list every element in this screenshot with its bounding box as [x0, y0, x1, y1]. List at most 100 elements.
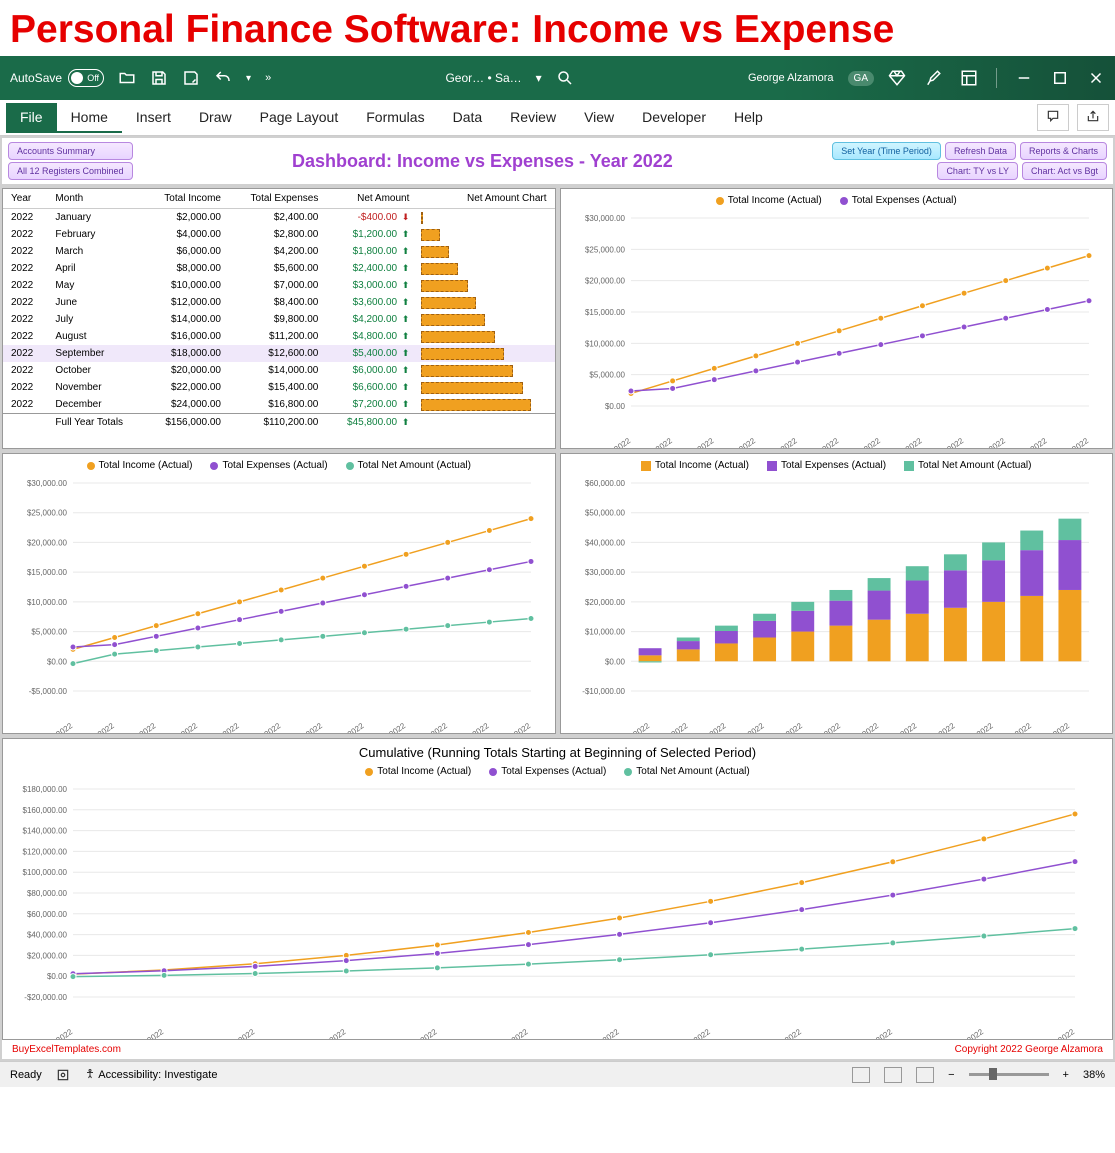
svg-text:12-2022: 12-2022 — [1041, 721, 1071, 733]
save-as-icon[interactable] — [182, 69, 200, 87]
ribbon-tab-insert[interactable]: Insert — [122, 103, 185, 133]
svg-text:05-2022: 05-2022 — [409, 1027, 439, 1039]
chevron-down-icon[interactable]: ▾ — [246, 73, 251, 84]
refresh-button[interactable]: Refresh Data — [945, 142, 1016, 160]
svg-text:10-2022: 10-2022 — [865, 1027, 895, 1039]
view-page-break-icon[interactable] — [916, 1067, 934, 1083]
brush-icon[interactable] — [924, 69, 942, 87]
svg-text:11-2022: 11-2022 — [1019, 436, 1048, 448]
table-row[interactable]: 2022February$4,000.00$2,800.00$1,200.00 — [3, 226, 555, 243]
svg-text:02-2022: 02-2022 — [87, 721, 117, 733]
open-icon[interactable] — [118, 69, 136, 87]
svg-text:01-2022: 01-2022 — [45, 1027, 75, 1039]
ribbon-tab-formulas[interactable]: Formulas — [352, 103, 438, 133]
comments-button[interactable] — [1037, 104, 1069, 131]
svg-text:06-2022: 06-2022 — [253, 721, 283, 733]
zoom-out-icon[interactable]: − — [948, 1069, 954, 1081]
undo-icon[interactable] — [214, 69, 232, 87]
ribbon-tab-developer[interactable]: Developer — [628, 103, 720, 133]
svg-text:$5,000.00: $5,000.00 — [31, 628, 67, 637]
table-row[interactable]: 2022June$12,000.00$8,400.00$3,600.00 — [3, 294, 555, 311]
svg-text:-$5,000.00: -$5,000.00 — [29, 687, 68, 696]
ribbon-tab-data[interactable]: Data — [439, 103, 497, 133]
ribbon-tab-draw[interactable]: Draw — [185, 103, 246, 133]
diamond-icon[interactable] — [888, 69, 906, 87]
search-icon[interactable] — [556, 69, 574, 87]
svg-text:09-2022: 09-2022 — [378, 721, 408, 733]
chart-stacked-bar: Total Income (Actual)Total Expenses (Act… — [560, 453, 1114, 734]
ribbon-tab-review[interactable]: Review — [496, 103, 570, 133]
svg-text:05-2022: 05-2022 — [774, 721, 804, 733]
view-normal-icon[interactable] — [852, 1067, 870, 1083]
autosave-toggle[interactable]: AutoSave Off — [10, 69, 104, 87]
dashboard-header: Accounts Summary All 12 Registers Combin… — [2, 138, 1113, 184]
ribbon-tab-page-layout[interactable]: Page Layout — [246, 103, 353, 133]
zoom-in-icon[interactable]: + — [1063, 1069, 1069, 1081]
svg-text:03-2022: 03-2022 — [698, 721, 728, 733]
user-name[interactable]: George Alzamora — [748, 72, 834, 84]
ribbon-tab-view[interactable]: View — [570, 103, 628, 133]
svg-text:02-2022: 02-2022 — [136, 1027, 166, 1039]
layout-icon[interactable] — [960, 69, 978, 87]
svg-text:12-2022: 12-2022 — [1060, 436, 1090, 448]
svg-text:$15,000.00: $15,000.00 — [27, 568, 68, 577]
svg-text:08-2022: 08-2022 — [683, 1027, 713, 1039]
svg-text:03-2022: 03-2022 — [686, 436, 716, 448]
table-row[interactable]: 2022December$24,000.00$16,800.00$7,200.0… — [3, 396, 555, 414]
svg-text:03-2022: 03-2022 — [227, 1027, 257, 1039]
save-icon[interactable] — [150, 69, 168, 87]
table-row[interactable]: 2022August$16,000.00$11,200.00$4,800.00 — [3, 328, 555, 345]
ribbon-tab-home[interactable]: Home — [57, 103, 122, 133]
svg-text:$30,000.00: $30,000.00 — [27, 479, 68, 488]
table-row[interactable]: 2022May$10,000.00$7,000.00$3,000.00 — [3, 277, 555, 294]
reports-button[interactable]: Reports & Charts — [1020, 142, 1107, 160]
status-ready: Ready — [10, 1069, 42, 1081]
table-row[interactable]: 2022October$20,000.00$14,000.00$6,000.00 — [3, 362, 555, 379]
svg-text:01-2022: 01-2022 — [602, 436, 632, 448]
set-year-button[interactable]: Set Year (Time Period) — [832, 142, 941, 160]
footer-copyright: Copyright 2022 George Alzamora — [955, 1044, 1103, 1055]
table-row[interactable]: 2022November$22,000.00$15,400.00$6,600.0… — [3, 379, 555, 396]
svg-text:$60,000.00: $60,000.00 — [584, 479, 625, 488]
macro-icon[interactable] — [56, 1068, 70, 1082]
ribbon-tab-file[interactable]: File — [6, 103, 57, 133]
table-row[interactable]: 2022September$18,000.00$12,600.00$5,400.… — [3, 345, 555, 362]
svg-text:$80,000.00: $80,000.00 — [27, 889, 68, 898]
chart-act-bgt-button[interactable]: Chart: Act vs Bgt — [1022, 162, 1107, 180]
svg-text:11-2022: 11-2022 — [956, 1027, 985, 1039]
all-registers-button[interactable]: All 12 Registers Combined — [8, 162, 133, 180]
zoom-level[interactable]: 38% — [1083, 1069, 1105, 1081]
svg-text:11-2022: 11-2022 — [1004, 721, 1033, 733]
view-page-layout-icon[interactable] — [884, 1067, 902, 1083]
more-icon[interactable]: » — [265, 72, 271, 84]
svg-text:$40,000.00: $40,000.00 — [27, 931, 68, 940]
minimize-icon[interactable] — [1015, 69, 1033, 87]
chart-ty-ly-button[interactable]: Chart: TY vs LY — [937, 162, 1018, 180]
accessibility-status[interactable]: Accessibility: Investigate — [84, 1068, 218, 1081]
svg-text:$160,000.00: $160,000.00 — [23, 806, 68, 815]
svg-text:04-2022: 04-2022 — [736, 721, 766, 733]
doc-name[interactable]: Geor… • Sa… — [445, 71, 521, 85]
table-row[interactable]: 2022January$2,000.00$2,400.00-$400.00 — [3, 209, 555, 227]
accounts-summary-button[interactable]: Accounts Summary — [8, 142, 133, 160]
maximize-icon[interactable] — [1051, 69, 1069, 87]
ribbon-tab-help[interactable]: Help — [720, 103, 777, 133]
table-row[interactable]: 2022March$6,000.00$4,200.00$1,800.00 — [3, 243, 555, 260]
doc-dropdown-icon[interactable]: ▾ — [536, 71, 542, 85]
user-avatar[interactable]: GA — [848, 71, 874, 86]
svg-text:04-2022: 04-2022 — [318, 1027, 348, 1039]
svg-text:06-2022: 06-2022 — [500, 1027, 530, 1039]
svg-text:07-2022: 07-2022 — [295, 721, 325, 733]
chart-income-expense: Total Income (Actual)Total Expenses (Act… — [560, 188, 1114, 449]
autosave-label: AutoSave — [10, 71, 62, 85]
svg-text:$10,000.00: $10,000.00 — [584, 628, 625, 637]
close-icon[interactable] — [1087, 69, 1105, 87]
svg-text:10-2022: 10-2022 — [965, 721, 995, 733]
table-row[interactable]: 2022July$14,000.00$9,800.00$4,200.00 — [3, 311, 555, 328]
table-row[interactable]: 2022April$8,000.00$5,600.00$2,400.00 — [3, 260, 555, 277]
svg-text:02-2022: 02-2022 — [644, 436, 674, 448]
share-button[interactable] — [1077, 104, 1109, 131]
svg-text:$10,000.00: $10,000.00 — [584, 339, 625, 348]
svg-text:07-2022: 07-2022 — [852, 436, 882, 448]
zoom-slider[interactable] — [969, 1073, 1049, 1076]
